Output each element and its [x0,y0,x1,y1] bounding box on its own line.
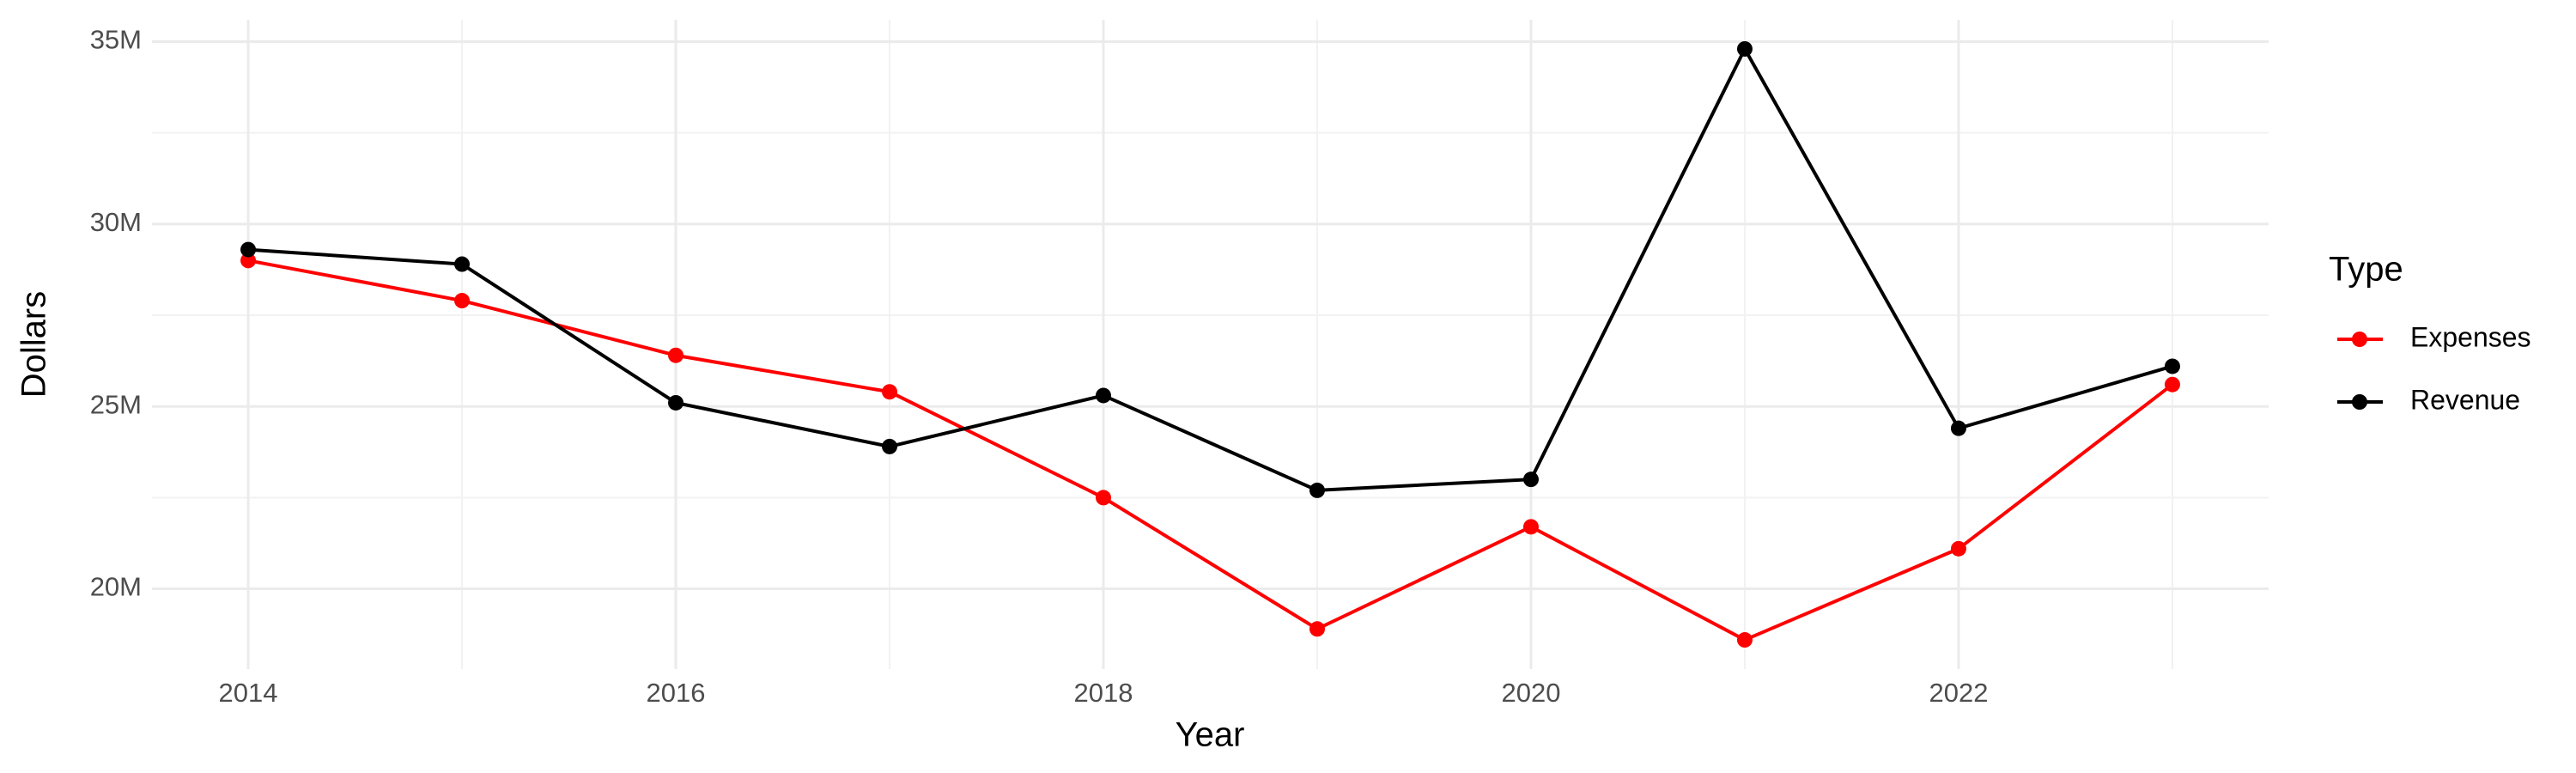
data-point [240,241,257,258]
series-line [247,259,2174,642]
data-point [1096,490,1112,506]
data-point [1736,40,1753,57]
data-point [1950,420,1966,436]
x-tick-label: 2018 [1074,678,1133,708]
data-point [1522,472,1539,488]
x-axis-title: Year [1176,716,1245,754]
data-point [1309,482,1325,498]
data-point [240,253,257,269]
y-tick-label: 30M [90,207,142,237]
legend-point [2352,332,2367,347]
data-point [2164,358,2180,374]
legend-text: Revenue [2410,384,2520,415]
y-tick-label: 25M [90,389,142,419]
data-point [1096,387,1112,404]
data-point [454,293,471,309]
data-point [1309,621,1325,637]
data-point [1522,519,1539,535]
data-point [668,394,684,411]
series-line [247,45,2173,492]
x-tick-label: 2020 [1502,678,1561,708]
data-point [454,256,471,272]
x-tick-label: 2016 [647,678,706,708]
data-point [1950,540,1966,557]
data-point [882,384,898,400]
data-point [668,347,684,363]
legend-point [2352,394,2367,410]
y-axis-title: Dollars [15,291,53,398]
x-tick-label: 2022 [1929,678,1988,708]
data-point [2164,376,2180,393]
legend-text: Expenses [2410,321,2531,352]
x-tick-label: 2014 [219,678,278,708]
y-tick-label: 20M [90,572,142,602]
legend-title: Type [2329,251,2403,289]
data-point [1736,632,1753,648]
data-point [882,438,898,454]
y-tick-label: 35M [90,25,142,55]
